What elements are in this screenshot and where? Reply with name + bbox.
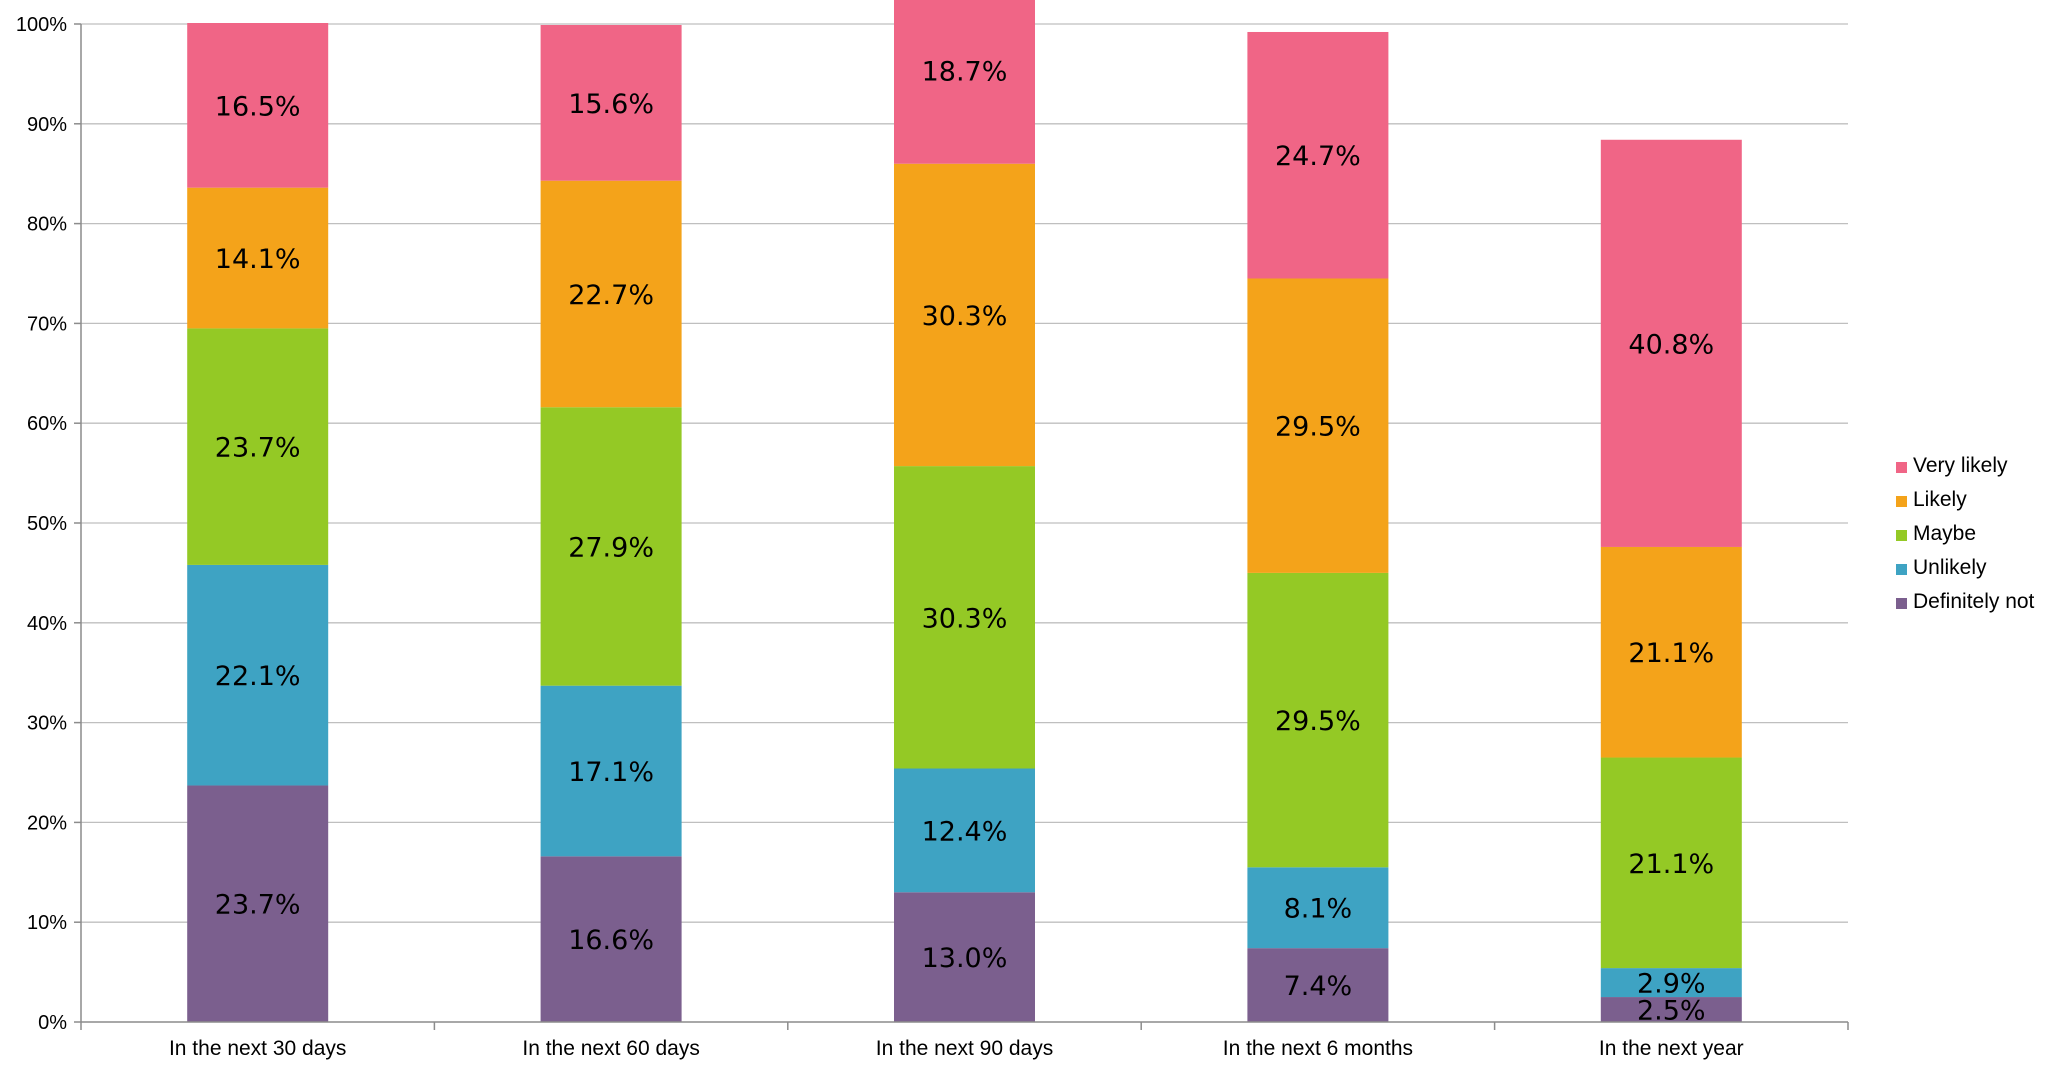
data-label: 2.9% bbox=[1637, 969, 1706, 1000]
data-label: 8.1% bbox=[1284, 894, 1353, 925]
bar-segment bbox=[187, 23, 329, 188]
data-label: 40.8% bbox=[1628, 329, 1714, 360]
legend-entry-label: Definitely not bbox=[1913, 590, 2035, 613]
data-label: 29.5% bbox=[1275, 706, 1361, 737]
data-label: 18.7% bbox=[922, 56, 1008, 87]
y-tick-label: 30% bbox=[27, 713, 67, 735]
y-tick-label: 50% bbox=[27, 513, 67, 535]
legend-entry-label: Maybe bbox=[1913, 522, 1976, 545]
legend-swatch bbox=[1896, 598, 1907, 609]
x-category-label: In the next year bbox=[1599, 1037, 1744, 1060]
bar-segment bbox=[894, 0, 1035, 164]
bar-segment bbox=[540, 856, 682, 1022]
bar-segment bbox=[1247, 948, 1389, 1022]
legend-entry-label: Unlikely bbox=[1913, 556, 1987, 579]
data-label: 17.1% bbox=[568, 757, 654, 788]
bar-segment bbox=[894, 163, 1035, 467]
y-tick-label: 60% bbox=[27, 413, 67, 435]
data-label: 16.5% bbox=[215, 91, 301, 122]
y-tick-label: 80% bbox=[27, 214, 67, 236]
data-label: 29.5% bbox=[1275, 412, 1361, 443]
data-label: 12.4% bbox=[922, 816, 1008, 847]
bar-segment bbox=[187, 785, 329, 1022]
legend: Very likely Likely Maybe Unlikely Definitely… bbox=[1896, 454, 2035, 613]
bar-segment bbox=[1600, 997, 1742, 1022]
bars-layer bbox=[187, 0, 1742, 1022]
bar-segment bbox=[1247, 867, 1389, 949]
legend-entry-label: Likely bbox=[1913, 488, 1967, 511]
data-label: 30.3% bbox=[922, 603, 1008, 634]
bar-segment bbox=[1247, 31, 1389, 279]
data-label: 2.5% bbox=[1637, 996, 1706, 1027]
legend-swatch bbox=[1896, 564, 1907, 575]
bar-segment bbox=[1600, 139, 1742, 547]
bar-segment bbox=[894, 892, 1035, 1022]
data-labels-layer: 23.7% 22.1% 23.7% 14.1% 16.5% 16.6% 17.1% 27.9%… bbox=[215, 56, 1714, 1026]
data-label: 21.1% bbox=[1628, 638, 1714, 669]
bar-segment bbox=[1600, 757, 1742, 969]
bar-segment bbox=[540, 24, 682, 181]
x-category-label: In the next 6 months bbox=[1223, 1037, 1413, 1060]
axis-layer: 0% 10% 20% 30% 40% 50% 60% 70% 80% 90% 100% In the … bbox=[16, 14, 1849, 1060]
legend-swatch bbox=[1896, 530, 1907, 541]
legend-swatch bbox=[1896, 462, 1907, 473]
data-label: 16.6% bbox=[568, 925, 654, 956]
y-tick-label: 10% bbox=[27, 912, 67, 934]
y-tick-label: 70% bbox=[27, 313, 67, 335]
data-label: 27.9% bbox=[568, 532, 654, 563]
bar-segment bbox=[1600, 968, 1742, 998]
bar-segment bbox=[1600, 546, 1742, 758]
bar-segment bbox=[1247, 572, 1389, 868]
bar-segment bbox=[187, 564, 329, 786]
bar-segment bbox=[540, 685, 682, 857]
bar-segment bbox=[187, 187, 329, 329]
data-label: 24.7% bbox=[1275, 141, 1361, 172]
y-tick-label: 90% bbox=[27, 114, 67, 136]
y-tick-label: 100% bbox=[16, 14, 67, 36]
bar-segment bbox=[894, 768, 1035, 893]
data-label: 22.1% bbox=[215, 661, 301, 692]
bar-segment bbox=[540, 407, 682, 686]
data-label: 13.0% bbox=[922, 943, 1008, 974]
data-label: 14.1% bbox=[215, 244, 301, 275]
data-label: 30.3% bbox=[922, 301, 1008, 332]
x-category-label: In the next 30 days bbox=[169, 1037, 346, 1060]
legend-swatch bbox=[1896, 496, 1907, 507]
bar-segment bbox=[894, 466, 1035, 769]
legend-entry-label: Very likely bbox=[1913, 454, 2008, 477]
bar-segment bbox=[540, 180, 682, 408]
data-label: 7.4% bbox=[1284, 971, 1353, 1002]
y-tick-label: 40% bbox=[27, 613, 67, 635]
data-label: 22.7% bbox=[568, 280, 654, 311]
data-label: 23.7% bbox=[215, 433, 301, 464]
data-label: 21.1% bbox=[1628, 849, 1714, 880]
data-label: 15.6% bbox=[568, 89, 654, 120]
bar-segment bbox=[187, 328, 329, 565]
y-tick-label: 0% bbox=[38, 1012, 67, 1034]
x-category-label: In the next 60 days bbox=[522, 1037, 699, 1060]
y-tick-label: 20% bbox=[27, 812, 67, 834]
bar-segment bbox=[1247, 278, 1389, 573]
x-category-label: In the next 90 days bbox=[876, 1037, 1053, 1060]
data-label: 23.7% bbox=[215, 890, 301, 921]
